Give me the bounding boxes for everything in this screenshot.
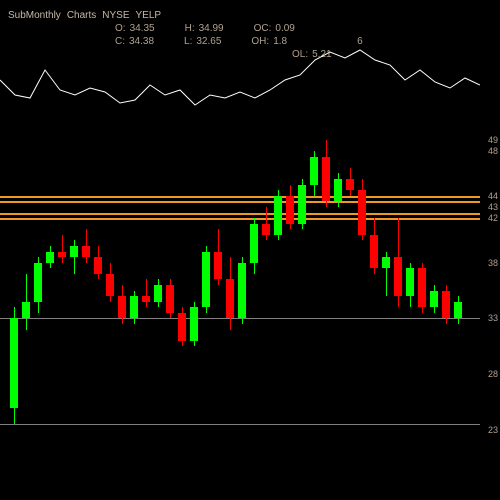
- candle-body: [274, 196, 282, 235]
- y-axis-labels: 494844434238332823: [480, 140, 498, 430]
- y-tick-label: 38: [488, 258, 498, 268]
- candle-body: [226, 279, 234, 318]
- candle-body: [454, 302, 462, 319]
- candle-body: [202, 252, 210, 308]
- candle-body: [406, 268, 414, 296]
- title-row: SubMonthly Charts NYSE YELP: [0, 10, 500, 21]
- candle-body: [382, 257, 390, 268]
- candle-body: [154, 285, 162, 302]
- candle-body: [358, 190, 366, 235]
- candle-body: [394, 257, 402, 296]
- candle-wick: [62, 235, 63, 263]
- candle-body: [298, 185, 306, 224]
- candle-body: [322, 157, 330, 202]
- horizontal-level-line: [0, 201, 480, 203]
- candle-body: [22, 302, 30, 319]
- candlestick-chart: [0, 140, 480, 430]
- title-prefix: SubMonthly: [8, 10, 61, 21]
- y-tick-label: 49: [488, 135, 498, 145]
- candle-body: [178, 313, 186, 341]
- h-label: H:: [185, 23, 195, 34]
- candle-body: [10, 318, 18, 407]
- candle-body: [94, 257, 102, 274]
- oc-label: OC:: [254, 23, 272, 34]
- horizontal-level-line: [0, 424, 480, 425]
- horizontal-level-line: [0, 318, 480, 319]
- candle-body: [418, 268, 426, 307]
- candle-body: [430, 291, 438, 308]
- title-exchange: NYSE: [102, 10, 129, 21]
- ohlc-row-1: O: 34.35 H: 34.99 OC: 0.09: [0, 23, 500, 34]
- y-tick-label: 42: [488, 213, 498, 223]
- candle-body: [370, 235, 378, 268]
- y-tick-label: 33: [488, 313, 498, 323]
- candle-body: [310, 157, 318, 185]
- candle-body: [142, 296, 150, 302]
- horizontal-level-line: [0, 213, 480, 215]
- candle-body: [82, 246, 90, 257]
- candle-body: [286, 196, 294, 224]
- h-value: 34.99: [199, 23, 224, 34]
- candle-body: [262, 224, 270, 235]
- candle-body: [46, 252, 54, 263]
- title-symbol: YELP: [136, 10, 162, 21]
- candle-body: [214, 252, 222, 280]
- candle-body: [58, 252, 66, 258]
- candle-body: [34, 263, 42, 302]
- o-value: 34.35: [130, 23, 155, 34]
- candle-body: [238, 263, 246, 319]
- candle-body: [166, 285, 174, 313]
- o-label: O:: [115, 23, 126, 34]
- horizontal-level-line: [0, 196, 480, 198]
- oc-value: 0.09: [275, 23, 294, 34]
- y-tick-label: 44: [488, 191, 498, 201]
- y-tick-label: 48: [488, 146, 498, 156]
- indicator-line-chart: [0, 40, 480, 120]
- candle-body: [190, 307, 198, 340]
- candle-body: [346, 179, 354, 190]
- candle-body: [250, 224, 258, 263]
- candle-body: [130, 296, 138, 318]
- candle-body: [106, 274, 114, 296]
- y-tick-label: 28: [488, 369, 498, 379]
- y-tick-label: 43: [488, 202, 498, 212]
- candle-body: [334, 179, 342, 201]
- y-tick-label: 23: [488, 425, 498, 435]
- candle-body: [442, 291, 450, 319]
- candle-body: [70, 246, 78, 257]
- title-mid: Charts: [67, 10, 96, 21]
- candle-body: [118, 296, 126, 318]
- horizontal-level-line: [0, 218, 480, 220]
- candle-wick: [146, 279, 147, 307]
